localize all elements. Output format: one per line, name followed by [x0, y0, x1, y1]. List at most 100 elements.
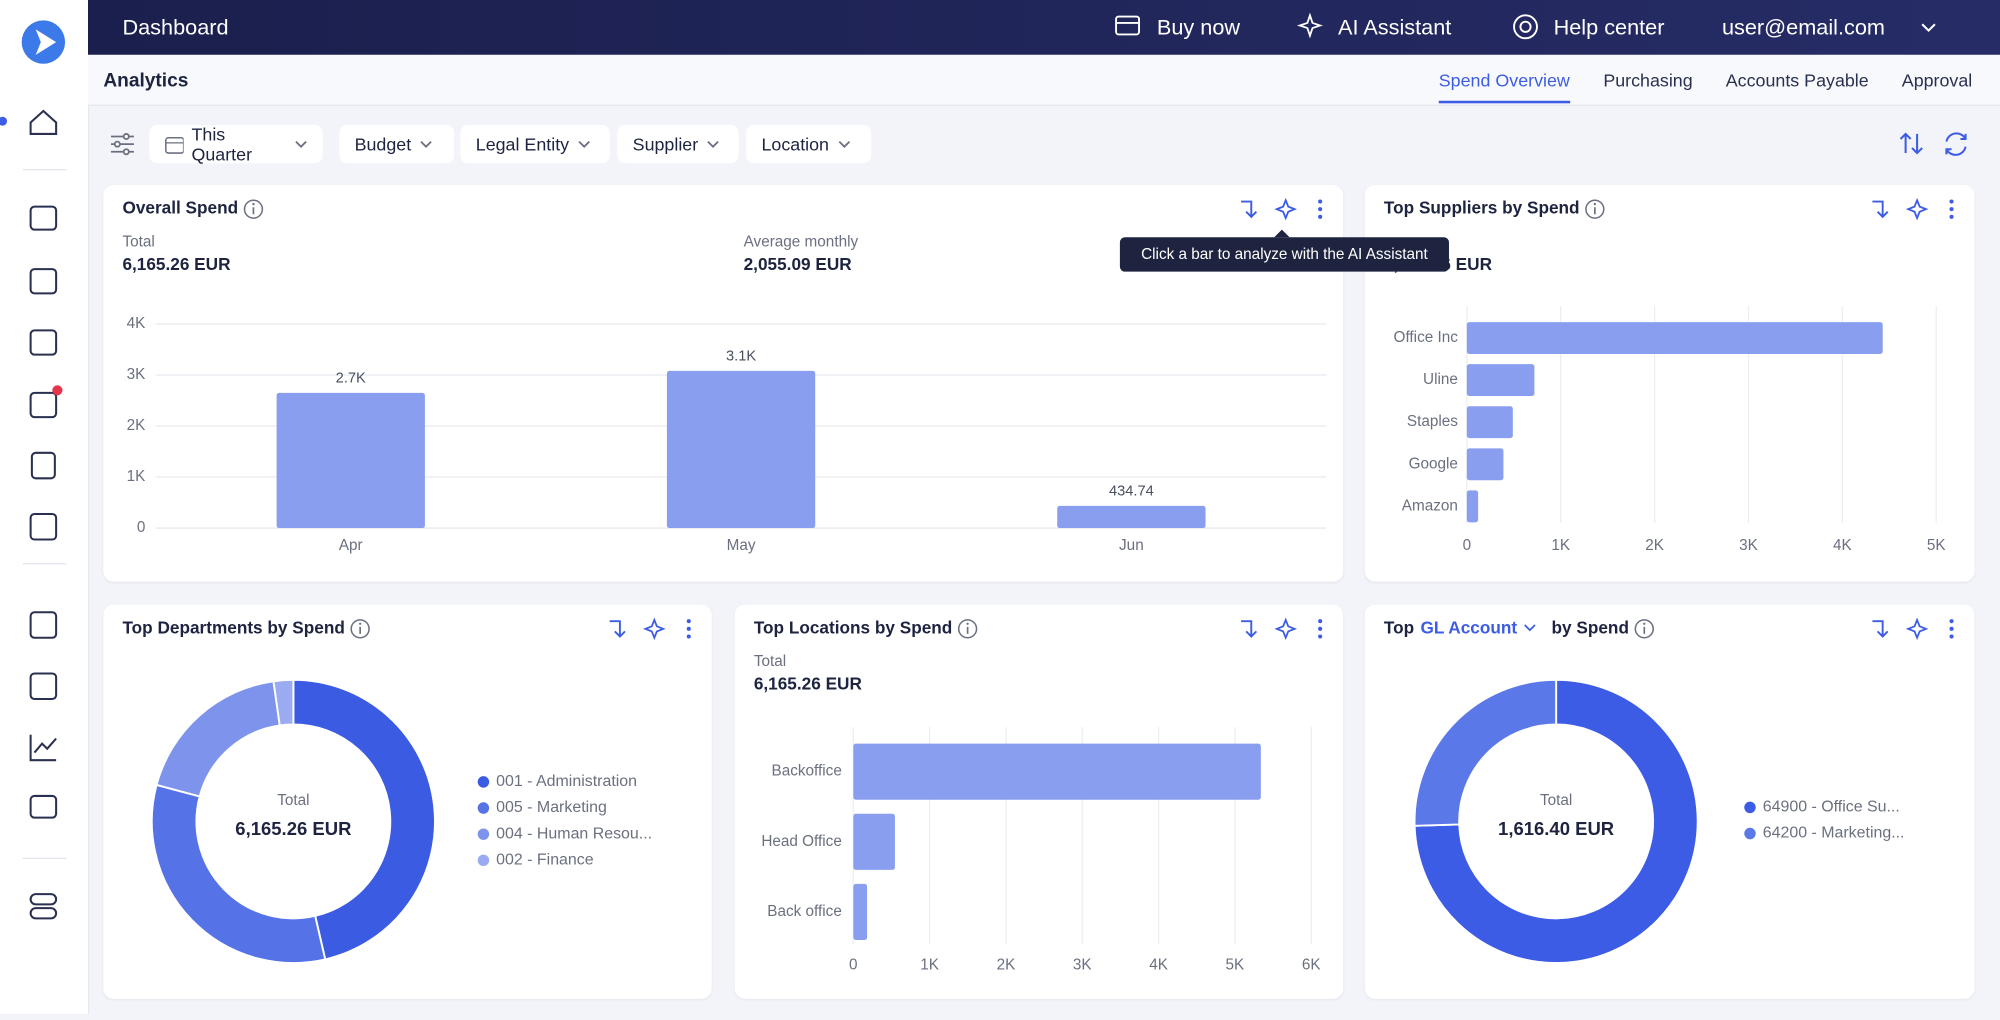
drill-button[interactable]: [1872, 620, 1889, 638]
bar[interactable]: [853, 813, 895, 870]
nav-settings[interactable]: [29, 893, 58, 906]
ai-button[interactable]: [1274, 617, 1298, 641]
ai-button[interactable]: [1905, 617, 1929, 641]
ai-icon: [1296, 12, 1323, 39]
x-tick-label: May: [727, 537, 756, 554]
drill-button[interactable]: [609, 620, 626, 638]
menu-button[interactable]: [1949, 634, 1954, 639]
tab[interactable]: Spend Overview: [1438, 70, 1570, 91]
menu-button[interactable]: [1949, 199, 1954, 204]
ai-button[interactable]: [1274, 197, 1298, 221]
filter-label: Location: [761, 133, 830, 155]
x-tick-label: 1K: [1551, 537, 1571, 554]
chart-card: Top Departments by Spend 001 - Administra…: [103, 604, 712, 999]
filter-supplier[interactable]: Supplier: [617, 124, 739, 164]
menu-button[interactable]: [1949, 619, 1954, 624]
x-tick-label: 1K: [920, 957, 940, 974]
chart-title: Top Departments by Spend: [122, 617, 344, 637]
chevron: [707, 140, 720, 148]
ai-button[interactable]: [1905, 197, 1929, 221]
nav-home[interactable]: [29, 109, 58, 135]
x-tick-label: 2K: [997, 957, 1017, 974]
chart: Top Departments by Spend 001 - Administra…: [122, 617, 691, 964]
drill-button[interactable]: [1241, 620, 1258, 638]
menu-button[interactable]: [1318, 619, 1323, 624]
nav-budgets[interactable]: [29, 611, 58, 639]
bar[interactable]: [1466, 322, 1883, 354]
filter-quarter[interactable]: This Quarter: [149, 124, 323, 165]
donut-segment[interactable]: [155, 680, 281, 798]
drill-button[interactable]: [1872, 200, 1889, 219]
title-dropdown[interactable]: GL Account: [1421, 617, 1518, 637]
filter-label: Legal Entity: [475, 133, 570, 155]
legend-dot: [477, 802, 490, 814]
chart-card: Top GL Account by Spend 64900 - Office Su..…: [1364, 604, 1975, 999]
bar[interactable]: [1466, 490, 1479, 523]
nav-delivery[interactable]: [29, 794, 58, 819]
donut-segment[interactable]: [1413, 678, 1558, 827]
nav-requests[interactable]: [29, 268, 58, 295]
info-icon: [957, 619, 978, 639]
sort-button[interactable]: [1899, 132, 1923, 155]
tab[interactable]: Accounts Payable: [1725, 70, 1869, 91]
tab-underline: [1438, 100, 1571, 104]
help-center[interactable]: Help center: [1553, 15, 1665, 40]
nav-analytics[interactable]: [29, 734, 57, 762]
stat-value: 6,165.26 EUR: [122, 254, 231, 274]
nav-invoices[interactable]: [30, 451, 56, 480]
bar[interactable]: [666, 370, 816, 529]
menu-button[interactable]: [1318, 634, 1323, 639]
buy-icon: [1115, 15, 1140, 36]
menu-button[interactable]: [1318, 199, 1323, 204]
tab[interactable]: Purchasing: [1603, 70, 1693, 91]
x-tick-label: 0: [1463, 537, 1472, 554]
user-menu[interactable]: user@email.com: [1721, 15, 1885, 40]
drill-button[interactable]: [1241, 200, 1258, 219]
info-icon: [1643, 622, 1646, 625]
buy-now[interactable]: Buy now: [1156, 15, 1241, 40]
menu-button[interactable]: [686, 626, 691, 631]
subheader: Analytics Spend Overview Purchasing Acco…: [88, 54, 2000, 106]
y-tick-label: 2K: [127, 417, 147, 434]
nav-payments[interactable]: [29, 513, 58, 541]
menu-button[interactable]: [1318, 214, 1323, 219]
filter-budget[interactable]: Budget: [339, 124, 455, 164]
tab[interactable]: Approval: [1901, 70, 1973, 91]
y-tick-label: Amazon: [1402, 497, 1458, 514]
bar[interactable]: [1466, 364, 1535, 397]
legend-dot: [477, 828, 490, 840]
donut-segment[interactable]: [272, 678, 295, 727]
bar[interactable]: [1466, 406, 1513, 439]
ai-button[interactable]: [643, 617, 666, 641]
nav-search[interactable]: [29, 329, 58, 356]
menu-button[interactable]: [686, 619, 691, 624]
donut-segment[interactable]: [1413, 678, 1699, 964]
y-tick-label: Google: [1409, 455, 1458, 472]
refresh-button[interactable]: [1945, 132, 1967, 156]
bar[interactable]: [276, 392, 425, 529]
chart: Top Locations by Spend Total 6,165.26 EUR 0…: [754, 617, 1323, 974]
bar[interactable]: [1057, 505, 1206, 529]
menu-button[interactable]: [686, 634, 691, 639]
bar[interactable]: [853, 883, 868, 941]
filter-legal-entity[interactable]: Legal Entity: [460, 124, 610, 164]
menu-button[interactable]: [1949, 214, 1954, 219]
donut-segment[interactable]: [150, 783, 327, 964]
stat-value: 2,055.09 EUR: [744, 254, 853, 274]
nav-items[interactable]: [29, 672, 58, 700]
filter-settings[interactable]: [108, 130, 136, 158]
ai-assistant[interactable]: AI Assistant: [1338, 15, 1452, 40]
filter-location[interactable]: Location: [746, 124, 872, 164]
menu-button[interactable]: [1949, 207, 1954, 212]
donut-segment[interactable]: [292, 678, 436, 961]
legend-dot: [1744, 827, 1756, 840]
menu-button[interactable]: [1318, 207, 1323, 212]
bar[interactable]: [1466, 448, 1504, 481]
nav-approvals[interactable]: [29, 391, 58, 419]
menu-button[interactable]: [1318, 626, 1323, 631]
bar[interactable]: [853, 743, 1261, 800]
menu-button[interactable]: [1949, 626, 1954, 631]
legend-dot: [1744, 801, 1756, 814]
nav-orders[interactable]: [29, 205, 58, 231]
x-tick-label: Jun: [1119, 537, 1144, 554]
